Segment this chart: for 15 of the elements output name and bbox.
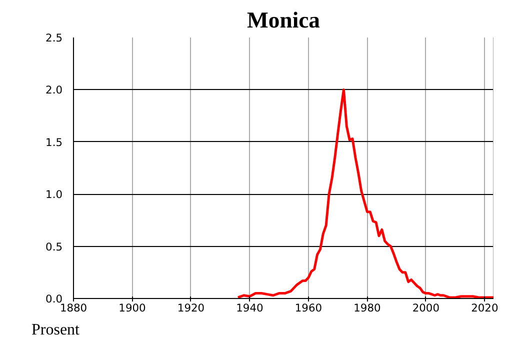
y-axis-title: Prosent <box>32 322 80 338</box>
x-tick-label: 1940 <box>236 302 264 314</box>
y-tick-label: 2.5 <box>46 32 63 44</box>
chart-title: Monica <box>247 8 320 32</box>
y-tick-label: 1.0 <box>46 188 63 202</box>
x-tick-label: 2020 <box>471 302 498 314</box>
x-tick-label: 1980 <box>354 302 381 314</box>
y-tick-label: 1.5 <box>46 136 63 149</box>
line-series <box>236 88 494 298</box>
x-tick-label: 1900 <box>118 302 146 314</box>
x-tick-label: 1920 <box>177 302 205 314</box>
y-tick-label: 0.5 <box>46 240 63 254</box>
x-tick-label: 1960 <box>294 302 322 314</box>
y-tick-label: 2.0 <box>46 84 63 97</box>
x-tick-label: 2000 <box>412 302 440 314</box>
